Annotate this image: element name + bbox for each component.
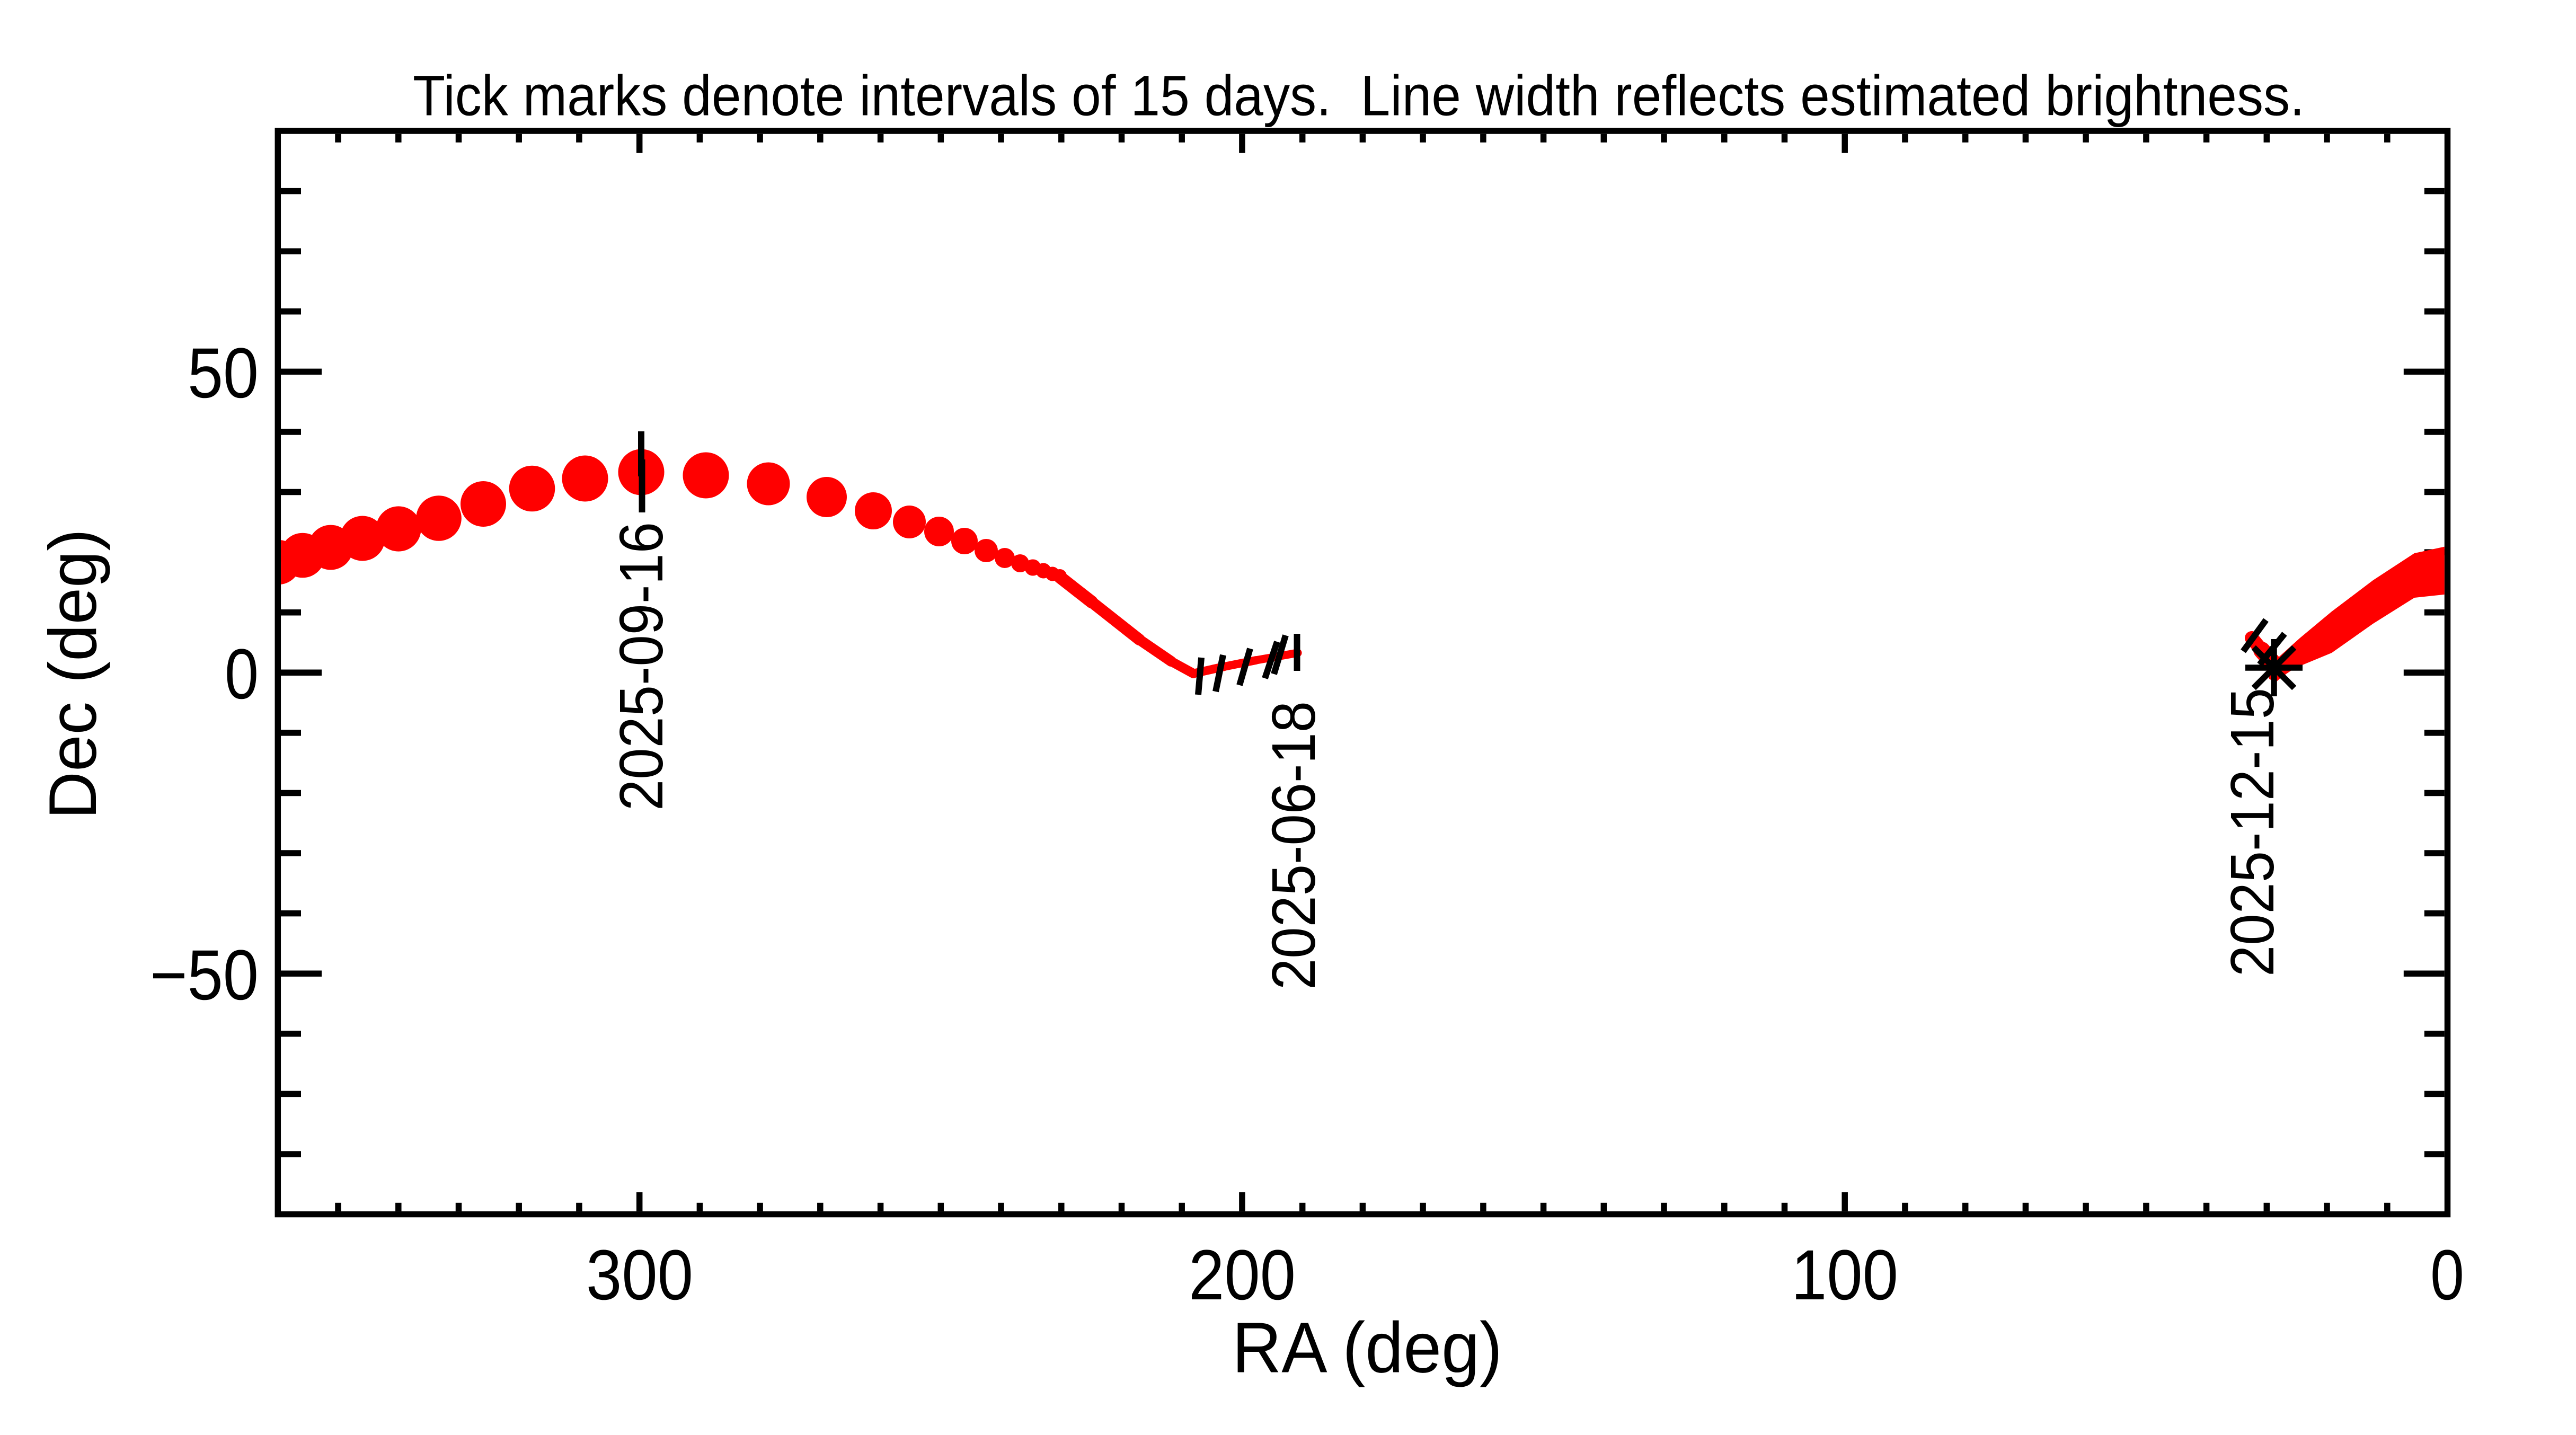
svg-text:Tick marks denote intervals of: Tick marks denote intervals of 15 days. … (413, 64, 2305, 128)
svg-text:200: 200 (1189, 1236, 1296, 1315)
svg-text:2025-09-16: 2025-09-16 (607, 522, 676, 811)
svg-text:50: 50 (188, 334, 259, 413)
svg-text:Dec (deg): Dec (deg) (35, 529, 110, 819)
svg-text:100: 100 (1791, 1236, 1898, 1315)
svg-text:300: 300 (586, 1236, 693, 1315)
svg-text:0: 0 (2430, 1236, 2464, 1315)
svg-text:0: 0 (225, 635, 259, 714)
svg-text:−50: −50 (150, 936, 259, 1015)
svg-text:2025-12-15: 2025-12-15 (2218, 688, 2287, 977)
svg-text:2025-06-18: 2025-06-18 (1259, 701, 1328, 990)
svg-text:RA (deg): RA (deg) (1232, 1308, 1502, 1388)
